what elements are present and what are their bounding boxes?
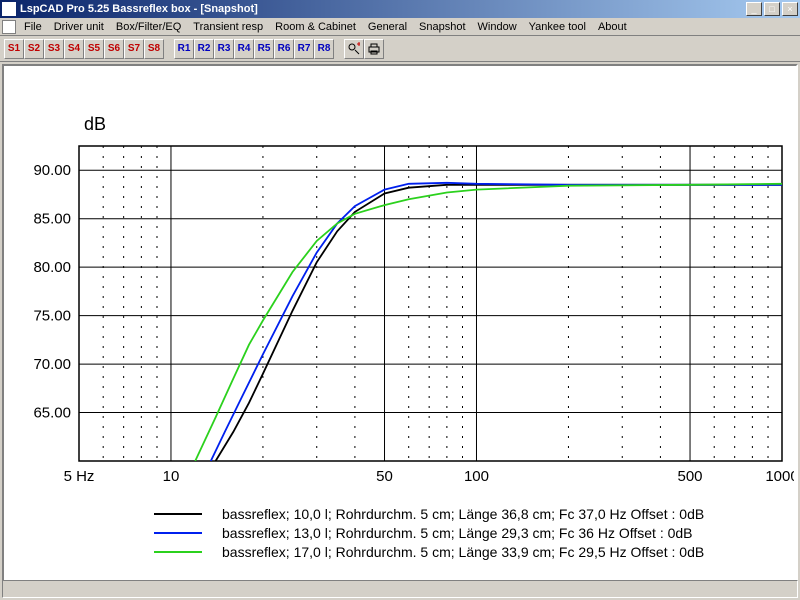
recall-r4-button[interactable]: R4 <box>234 39 254 59</box>
snapshot-s3-button[interactable]: S3 <box>44 39 64 59</box>
svg-text:65.00: 65.00 <box>33 405 71 422</box>
recall-r1-button[interactable]: R1 <box>174 39 194 59</box>
svg-text:75.00: 75.00 <box>33 308 71 325</box>
svg-text:10: 10 <box>163 468 180 485</box>
svg-text:85.00: 85.00 <box>33 211 71 228</box>
legend-label: bassreflex; 17,0 l; Rohrdurchm. 5 cm; Lä… <box>222 544 704 560</box>
menu-room-cabinet[interactable]: Room & Cabinet <box>269 20 362 34</box>
menu-snapshot[interactable]: Snapshot <box>413 20 471 34</box>
snapshot-s1-button[interactable]: S1 <box>4 39 24 59</box>
recall-r5-button[interactable]: R5 <box>254 39 274 59</box>
snapshot-s7-button[interactable]: S7 <box>124 39 144 59</box>
legend-label: bassreflex; 10,0 l; Rohrdurchm. 5 cm; Lä… <box>222 506 704 522</box>
menu-yankee-tool[interactable]: Yankee tool <box>523 20 592 34</box>
menu-window[interactable]: Window <box>472 20 523 34</box>
menubar: File Driver unit Box/Filter/EQ Transient… <box>0 18 800 36</box>
app-icon <box>2 2 16 16</box>
legend-swatch <box>154 532 202 534</box>
svg-text:500: 500 <box>678 468 703 485</box>
statusbar <box>2 580 798 598</box>
doc-icon <box>2 20 16 34</box>
legend-row: bassreflex; 10,0 l; Rohrdurchm. 5 cm; Lä… <box>154 506 704 522</box>
close-button[interactable]: × <box>782 2 798 16</box>
legend-row: bassreflex; 17,0 l; Rohrdurchm. 5 cm; Lä… <box>154 544 704 560</box>
recall-r7-button[interactable]: R7 <box>294 39 314 59</box>
svg-text:50: 50 <box>376 468 393 485</box>
snapshot-s6-button[interactable]: S6 <box>104 39 124 59</box>
svg-text:100: 100 <box>464 468 489 485</box>
chart-legend: bassreflex; 10,0 l; Rohrdurchm. 5 cm; Lä… <box>154 506 704 563</box>
print-icon <box>367 42 381 56</box>
tool-print-button[interactable] <box>364 39 384 59</box>
svg-text:70.00: 70.00 <box>33 356 71 373</box>
maximize-button[interactable]: □ <box>764 2 780 16</box>
svg-text:90.00: 90.00 <box>33 162 71 179</box>
zoom-icon <box>347 42 361 56</box>
recall-r8-button[interactable]: R8 <box>314 39 334 59</box>
svg-text:80.00: 80.00 <box>33 259 71 276</box>
recall-r2-button[interactable]: R2 <box>194 39 214 59</box>
menu-file[interactable]: File <box>18 20 48 34</box>
menu-driver-unit[interactable]: Driver unit <box>48 20 110 34</box>
svg-text:1000: 1000 <box>765 468 794 485</box>
y-axis-label: dB <box>84 114 106 135</box>
tool-zoom-button[interactable] <box>344 39 364 59</box>
toolbar: S1 S2 S3 S4 S5 S6 S7 S8 R1 R2 R3 R4 R5 R… <box>0 36 800 62</box>
menu-about[interactable]: About <box>592 20 633 34</box>
legend-row: bassreflex; 13,0 l; Rohrdurchm. 5 cm; Lä… <box>154 525 704 541</box>
recall-r3-button[interactable]: R3 <box>214 39 234 59</box>
legend-swatch <box>154 551 202 553</box>
titlebar: LspCAD Pro 5.25 Bassreflex box - [Snapsh… <box>0 0 800 18</box>
window-controls: _ □ × <box>746 2 798 16</box>
chart-panel: 65.00 70.00 75.00 80.00 85.00 90.00 10 50 100 500… <box>2 64 798 592</box>
snapshot-s4-button[interactable]: S4 <box>64 39 84 59</box>
menu-box-filter-eq[interactable]: Box/Filter/EQ <box>110 20 187 34</box>
legend-label: bassreflex; 13,0 l; Rohrdurchm. 5 cm; Lä… <box>222 525 693 541</box>
recall-r6-button[interactable]: R6 <box>274 39 294 59</box>
menu-transient-resp[interactable]: Transient resp <box>187 20 269 34</box>
window-title: LspCAD Pro 5.25 Bassreflex box - [Snapsh… <box>20 3 746 15</box>
snapshot-s2-button[interactable]: S2 <box>24 39 44 59</box>
svg-text:5 Hz: 5 Hz <box>64 468 95 485</box>
chart-area: 65.00 70.00 75.00 80.00 85.00 90.00 10 50 100 500… <box>4 66 796 590</box>
menu-general[interactable]: General <box>362 20 413 34</box>
snapshot-s5-button[interactable]: S5 <box>84 39 104 59</box>
snapshot-s8-button[interactable]: S8 <box>144 39 164 59</box>
minimize-button[interactable]: _ <box>746 2 762 16</box>
legend-swatch <box>154 513 202 515</box>
